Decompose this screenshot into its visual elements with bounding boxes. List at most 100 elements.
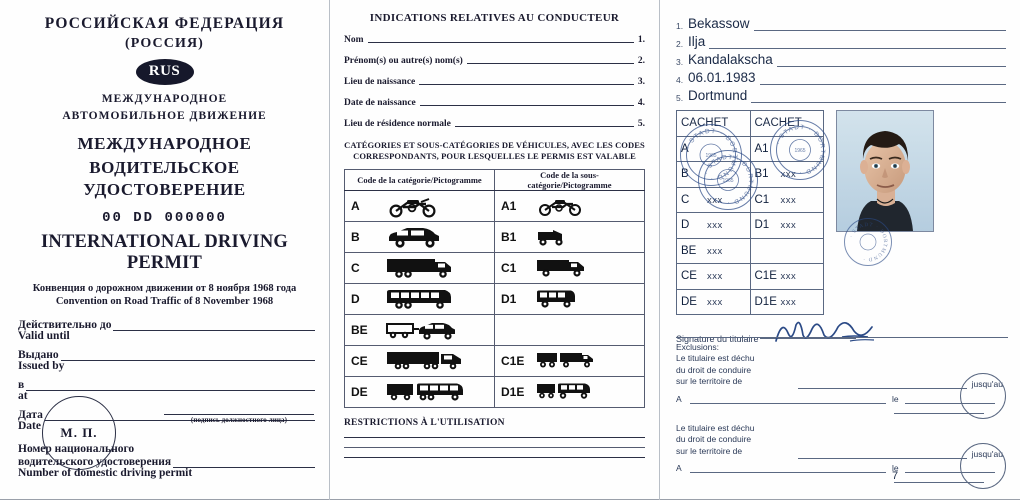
table-row: CE xxx C1E xxx (676, 263, 824, 290)
field-issued-by[interactable]: Выдано Issued by (18, 349, 315, 372)
cachet-code-b: B (681, 168, 689, 181)
driver-field-lieu-naissance[interactable]: Lieu de naissance 3. (344, 75, 645, 87)
exclusion-1-a-rule[interactable] (690, 394, 886, 404)
cat-cell-a: A (344, 189, 495, 222)
table-row: A A1 (676, 135, 824, 162)
cachet-value-c1: xxx (780, 194, 797, 206)
driver-field-date-naissance[interactable]: Date de naissance 4. (344, 96, 645, 108)
truck-trailer-icon (385, 349, 473, 373)
exclusion-1-le-rule[interactable] (904, 394, 995, 404)
field-date-label-ru: Дата (18, 408, 43, 421)
exclusion-2-a-rule[interactable] (690, 463, 886, 473)
driver-field-prenom[interactable]: Prénom(s) ou autre(s) nom(s) 2. (344, 54, 645, 66)
holder-signature (775, 321, 875, 342)
table-header-subcategory: Code de la sous-catégorie/Pictogramme (494, 168, 645, 191)
official-signature-area[interactable]: (подпись должностного лица) (164, 414, 314, 424)
holder-birthplace-rule[interactable] (776, 53, 1006, 67)
exclusion-1-le-label: le (892, 393, 899, 404)
driver-field-nom[interactable]: Nom 1. (344, 33, 645, 45)
cat-code-d1e: D1E (501, 384, 525, 399)
field-valid-until-rule[interactable] (113, 319, 315, 331)
official-signature-caption: (подпись должностного лица) (190, 416, 288, 424)
restriction-rule-1[interactable] (344, 436, 645, 438)
driver-field-lieu-naissance-rule[interactable] (419, 75, 634, 85)
driver-field-nom-rule[interactable] (367, 33, 634, 43)
holder-residence-rule[interactable] (751, 89, 1006, 103)
field-issued-by-rule[interactable] (60, 349, 315, 361)
field-date[interactable]: Дата Date (18, 409, 315, 432)
table-row: DE xxx D1E xxx (676, 288, 824, 315)
holder-firstname-rule[interactable] (709, 35, 1006, 49)
field-date-rule[interactable] (44, 409, 315, 421)
title-en: INTERNATIONAL DRIVING PERMIT (41, 231, 288, 273)
field-at[interactable]: в at (18, 379, 315, 402)
exclusion-2-le-rule[interactable] (904, 463, 995, 473)
restriction-rule-2[interactable] (344, 446, 645, 448)
cat-cell-de: DE (344, 375, 495, 408)
title-ru-line1: МЕЖДУНАРОДНОЕ (77, 134, 252, 154)
domestic-permit-rule[interactable] (173, 456, 315, 469)
exclusion-1-extra-rule[interactable] (894, 411, 984, 414)
table-row: B B1 xxx (676, 161, 824, 188)
holder-firstname-value: Ilja (688, 34, 706, 49)
categories-heading-line1: CATÉGORIES ET SOUS-CATÉGORIES DE VÉHICUL… (344, 140, 645, 150)
holder-firstname[interactable]: 2. Ilja (676, 34, 1006, 49)
domestic-permit-label-en: Number of domestic driving permit (18, 467, 193, 480)
official-signature-rule[interactable] (164, 414, 314, 415)
cat-code-d: D (351, 291, 360, 306)
driver-field-prenom-rule[interactable] (466, 54, 634, 64)
exclusion-2-territory-rule[interactable] (798, 449, 967, 459)
cachet-value-ce: xxx (707, 271, 723, 283)
holder-birthdate-rule[interactable] (759, 71, 1006, 85)
cat-cell-a1: A1 (494, 189, 645, 222)
table-row: DE (344, 375, 645, 408)
cat-cell-b: B (344, 220, 495, 253)
exclusion-1-territory-rule[interactable] (798, 379, 967, 390)
official-seal-placeholder: М. П. (42, 396, 116, 470)
exclusion-1-line1: Le titulaire est déchu (676, 353, 755, 364)
field-valid-until[interactable]: Действительно до Valid until (18, 319, 315, 342)
driver-field-residence-label: Lieu de résidence normale (344, 119, 451, 129)
field-at-rule[interactable] (26, 379, 315, 391)
field-valid-until-label-en: Valid until (18, 329, 70, 342)
country-name-line1: РОССИЙСКАЯ ФЕДЕРАЦИЯ (44, 15, 285, 32)
exclusion-2-line1: Le titulaire est déchu (676, 422, 755, 433)
car-trailer-icon (385, 318, 463, 342)
restrictions-heading: RESTRICTIONS À L'UTILISATION (344, 417, 505, 428)
holder-birthdate-value: 06.01.1983 (688, 70, 756, 85)
cachet-code-be: BE (681, 244, 697, 257)
cachet-header-row: CACHET CACHET (676, 110, 824, 137)
cachet-code-d1e: D1E (754, 295, 777, 308)
driver-field-residence[interactable]: Lieu de résidence normale 5. (344, 117, 645, 129)
cachet-code-c1: C1 (754, 193, 770, 206)
small-truck-trailer-icon (535, 349, 599, 373)
cachet-code-d1: D1 (754, 219, 770, 232)
cachet-row-d1: D1 xxx (749, 212, 824, 239)
exclusions-section: Exclusions: Le titulaire est déchu du dr… (676, 337, 1008, 489)
holder-birthdate[interactable]: 4. 06.01.1983 (676, 70, 1006, 85)
categories-heading-line2: CORRESPONDANTS, POUR LESQUELLES LE PERMI… (353, 151, 636, 162)
driver-field-date-naissance-rule[interactable] (419, 96, 634, 106)
signature-rule[interactable] (760, 338, 856, 339)
photo-and-signature-area: · STADT · DORTMUND · (836, 110, 942, 315)
driver-field-residence-rule[interactable] (454, 117, 634, 127)
holder-birthplace[interactable]: 3. Kandalakscha (676, 52, 1006, 67)
cachet-code-c: C (681, 193, 690, 206)
cat-cell-d: D (344, 282, 495, 315)
holder-surname-rule[interactable] (753, 17, 1006, 31)
minibus-icon (535, 287, 585, 311)
exclusion-2-extra-rule[interactable] (894, 480, 984, 483)
cachet-row-de: DE xxx (676, 288, 751, 315)
cachet-value-d: xxx (707, 220, 723, 232)
rus-label: RUS (148, 63, 181, 80)
cat-code-c1e: C1E (501, 353, 525, 368)
cat-cell-d1e: D1E (494, 375, 645, 408)
holder-surname[interactable]: 1. Bekassow (676, 16, 1006, 31)
holder-photo (836, 110, 934, 232)
driver-field-prenom-number: 2. (637, 56, 645, 66)
restriction-rule-3[interactable] (344, 456, 645, 458)
holder-residence[interactable]: 5. Dortmund (676, 88, 1006, 103)
signature-label: Signature du titulaire (676, 334, 759, 344)
subtitle-line1: МЕЖДУНАРОДНОЕ (101, 92, 228, 105)
